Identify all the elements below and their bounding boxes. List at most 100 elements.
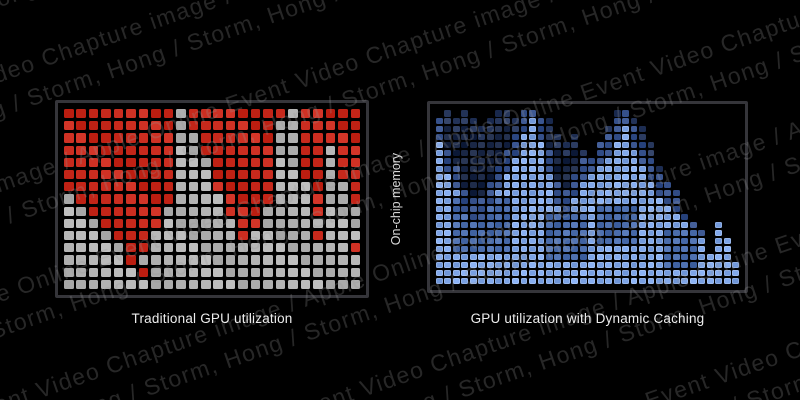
memory-cell bbox=[605, 269, 613, 277]
memory-cell bbox=[689, 277, 697, 284]
memory-cell bbox=[478, 165, 486, 173]
memory-cell bbox=[151, 109, 161, 119]
memory-cell bbox=[503, 261, 511, 269]
memory-cell bbox=[605, 165, 613, 173]
memory-cell bbox=[163, 109, 174, 119]
traditional-utilization-caption: Traditional GPU utilization bbox=[131, 311, 293, 326]
memory-cell bbox=[213, 145, 223, 155]
memory-cell bbox=[275, 194, 286, 204]
memory-cell bbox=[350, 133, 360, 143]
memory-cell bbox=[562, 213, 570, 221]
memory-cell bbox=[546, 237, 553, 245]
memory-cell bbox=[571, 149, 579, 157]
memory-cell bbox=[325, 267, 336, 277]
memory-cell bbox=[436, 229, 443, 237]
memory-cell bbox=[503, 125, 511, 133]
memory-cell bbox=[436, 205, 443, 213]
memory-cell bbox=[723, 253, 731, 261]
memory-cell bbox=[503, 189, 511, 197]
memory-cell bbox=[715, 269, 723, 277]
memory-cell bbox=[537, 213, 545, 221]
memory-cell bbox=[452, 245, 460, 253]
memory-cell bbox=[520, 213, 528, 221]
memory-cell bbox=[630, 221, 638, 229]
memory-cell bbox=[288, 206, 298, 216]
memory-cell bbox=[452, 261, 460, 269]
memory-cell bbox=[495, 269, 503, 277]
memory-cell bbox=[512, 221, 519, 229]
memory-cell bbox=[88, 218, 99, 228]
memory-cell bbox=[503, 149, 511, 157]
memory-cell bbox=[163, 194, 174, 204]
memory-cell bbox=[715, 261, 723, 269]
memory-cell bbox=[138, 279, 149, 289]
memory-cell bbox=[288, 145, 298, 155]
memory-cell bbox=[537, 205, 545, 213]
memory-cell bbox=[622, 221, 629, 229]
memory-cell bbox=[664, 237, 672, 245]
memory-cell bbox=[163, 231, 174, 241]
memory-cell bbox=[639, 197, 646, 205]
memory-cell bbox=[588, 229, 596, 237]
memory-cell bbox=[647, 181, 655, 189]
memory-cell bbox=[250, 255, 261, 265]
memory-cell bbox=[76, 157, 86, 167]
memory-cell bbox=[486, 253, 494, 261]
memory-cell bbox=[554, 213, 562, 221]
memory-cell bbox=[452, 205, 460, 213]
traditional-utilization-grid bbox=[64, 109, 360, 289]
memory-cell bbox=[176, 133, 186, 143]
memory-cell bbox=[630, 125, 638, 133]
memory-cell bbox=[622, 157, 629, 165]
memory-cell bbox=[639, 181, 646, 189]
memory-cell bbox=[596, 269, 604, 277]
memory-cell bbox=[596, 245, 604, 253]
memory-cell bbox=[313, 267, 323, 277]
memory-cell bbox=[605, 173, 613, 181]
memory-cell bbox=[176, 255, 186, 265]
memory-cell bbox=[529, 221, 536, 229]
memory-cell bbox=[436, 261, 443, 269]
memory-cell bbox=[664, 261, 672, 269]
memory-cell bbox=[596, 261, 604, 269]
memory-cell bbox=[126, 194, 136, 204]
memory-cell bbox=[596, 189, 604, 197]
memory-cell bbox=[706, 261, 714, 269]
memory-cell bbox=[520, 141, 528, 149]
memory-cell bbox=[201, 243, 211, 253]
memory-cell bbox=[537, 141, 545, 149]
memory-cell bbox=[126, 157, 136, 167]
memory-cell bbox=[444, 173, 452, 181]
memory-cell bbox=[313, 279, 323, 289]
memory-cell bbox=[622, 181, 629, 189]
memory-cell bbox=[452, 181, 460, 189]
memory-cell bbox=[529, 117, 536, 125]
memory-cell bbox=[300, 109, 311, 119]
memory-cell bbox=[101, 231, 111, 241]
memory-cell bbox=[338, 243, 348, 253]
memory-cell bbox=[325, 255, 336, 265]
memory-cell bbox=[605, 205, 613, 213]
memory-cell bbox=[350, 218, 360, 228]
memory-cell bbox=[596, 149, 604, 157]
memory-cell bbox=[647, 253, 655, 261]
memory-cell bbox=[238, 194, 248, 204]
memory-cell bbox=[520, 173, 528, 181]
memory-cell bbox=[151, 243, 161, 253]
memory-cell bbox=[486, 245, 494, 253]
memory-cell bbox=[520, 125, 528, 133]
memory-cell bbox=[436, 189, 443, 197]
memory-cell bbox=[88, 267, 99, 277]
watermark-text-line: Apple Online Event Video Chapture image … bbox=[0, 0, 800, 30]
memory-cell bbox=[529, 237, 536, 245]
memory-cell bbox=[444, 269, 452, 277]
memory-cell bbox=[250, 267, 261, 277]
memory-cell bbox=[350, 279, 360, 289]
memory-cell bbox=[664, 205, 672, 213]
memory-cell bbox=[225, 145, 236, 155]
memory-cell bbox=[647, 245, 655, 253]
memory-cell bbox=[520, 229, 528, 237]
memory-cell bbox=[622, 237, 629, 245]
memory-cell bbox=[163, 267, 174, 277]
memory-cell bbox=[630, 253, 638, 261]
